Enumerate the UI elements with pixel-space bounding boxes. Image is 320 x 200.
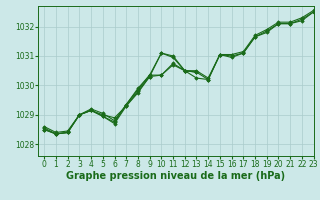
X-axis label: Graphe pression niveau de la mer (hPa): Graphe pression niveau de la mer (hPa) xyxy=(67,171,285,181)
